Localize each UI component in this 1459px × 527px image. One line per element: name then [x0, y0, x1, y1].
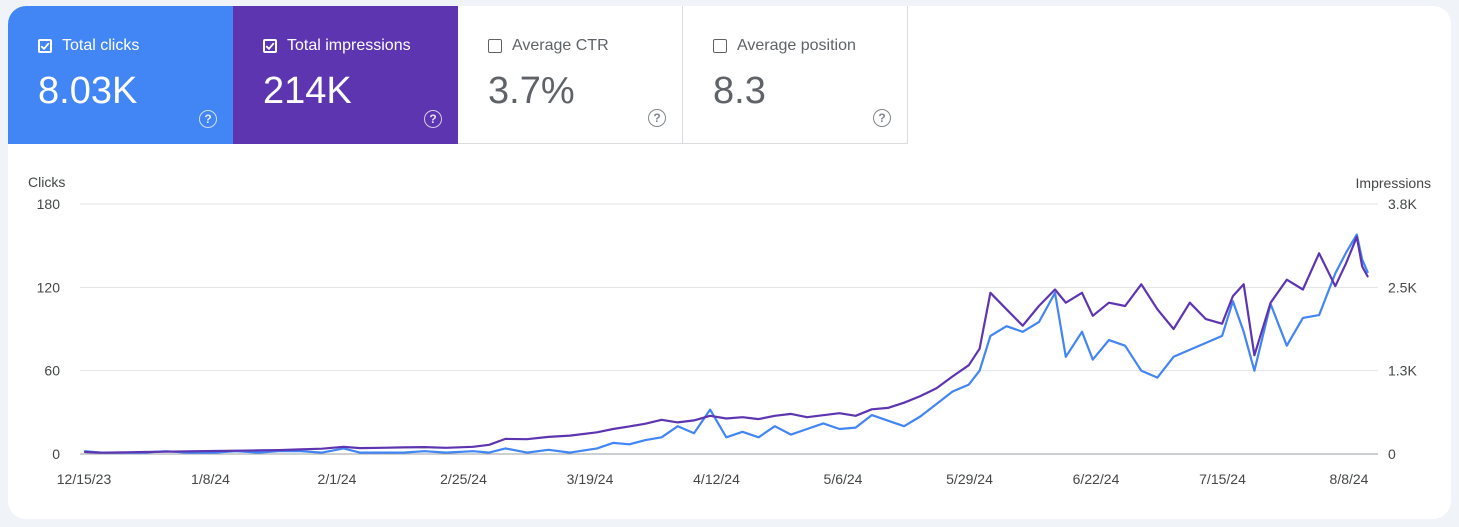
checkbox-unchecked-icon[interactable]	[713, 39, 727, 53]
metric-label: Average position	[737, 37, 856, 54]
metric-total-clicks[interactable]: Total clicks 8.03K ?	[8, 6, 233, 144]
x-tick-label: 1/8/24	[191, 471, 230, 487]
x-tick-label: 3/19/24	[567, 471, 614, 487]
checkbox-checked-icon[interactable]	[263, 39, 277, 53]
right-axis-ticks: 3.8K 2.5K 1.3K 0	[1388, 196, 1417, 462]
x-tick-label: 5/29/24	[946, 471, 993, 487]
series-lines	[83, 233, 1369, 454]
help-icon[interactable]: ?	[424, 110, 442, 128]
metric-label: Total impressions	[287, 37, 411, 54]
metric-average-ctr[interactable]: Average CTR 3.7% ?	[458, 6, 683, 144]
x-tick-label: 2/1/24	[318, 471, 357, 487]
left-tick-label: 0	[52, 446, 60, 462]
x-tick-label: 2/25/24	[440, 471, 487, 487]
right-tick-label: 0	[1388, 446, 1396, 462]
metric-header: Average CTR	[488, 37, 609, 55]
metric-total-impressions[interactable]: Total impressions 214K ?	[233, 6, 458, 144]
right-tick-label: 2.5K	[1388, 279, 1417, 295]
help-icon[interactable]: ?	[648, 109, 666, 127]
x-tick-label: 12/15/23	[57, 471, 112, 487]
right-tick-label: 1.3K	[1388, 363, 1417, 379]
checkbox-checked-icon[interactable]	[38, 39, 52, 53]
x-tick-label: 7/15/24	[1199, 471, 1246, 487]
right-tick-label: 3.8K	[1388, 196, 1417, 212]
left-tick-label: 60	[44, 363, 60, 379]
left-tick-label: 180	[37, 196, 61, 212]
metric-value: 8.3	[713, 70, 766, 112]
help-icon[interactable]: ?	[873, 109, 891, 127]
x-tick-label: 6/22/24	[1073, 471, 1120, 487]
metric-value: 214K	[263, 70, 352, 112]
metric-tabs: Total clicks 8.03K ? Total impressions 2…	[8, 6, 908, 144]
right-axis-title: Impressions	[1356, 175, 1431, 191]
left-tick-label: 120	[37, 279, 61, 295]
metric-header: Total clicks	[38, 37, 139, 55]
checkbox-unchecked-icon[interactable]	[488, 39, 502, 53]
metric-value: 8.03K	[38, 70, 138, 112]
metric-header: Total impressions	[263, 37, 411, 55]
series-line-total-impressions	[83, 235, 1369, 454]
x-tick-label: 5/6/24	[824, 471, 863, 487]
metric-label: Total clicks	[62, 37, 140, 54]
x-axis-ticks: 12/15/23 1/8/24 2/1/24 2/25/24 3/19/24 4/12/2…	[57, 471, 1369, 487]
metric-label: Average CTR	[512, 37, 609, 54]
left-axis-ticks: 180 120 60 0	[37, 196, 61, 462]
x-tick-label: 4/12/24	[693, 471, 740, 487]
performance-chart: Clicks Impressions 180 120 60 0 3.8K 2.5K 1.3…	[28, 174, 1431, 487]
gridlines	[80, 203, 1378, 455]
x-tick-label: 8/8/24	[1330, 471, 1369, 487]
left-axis-title: Clicks	[28, 174, 65, 190]
performance-card: Total clicks 8.03K ? Total impressions 2…	[8, 6, 1451, 519]
metric-average-position[interactable]: Average position 8.3 ?	[683, 6, 908, 144]
metric-value: 3.7%	[488, 70, 575, 112]
help-icon[interactable]: ?	[199, 110, 217, 128]
metric-header: Average position	[713, 37, 856, 55]
series-line-total-clicks	[83, 233, 1369, 454]
